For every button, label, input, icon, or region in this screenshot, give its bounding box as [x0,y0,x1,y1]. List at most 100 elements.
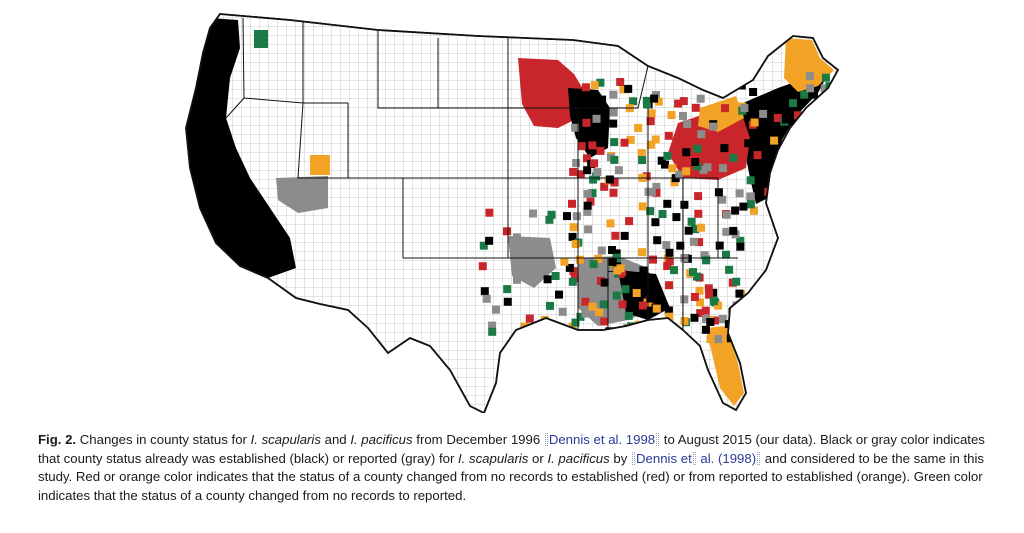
county-marker [725,265,734,274]
county-marker [582,95,591,104]
county-marker [576,312,585,321]
county-marker [746,200,755,209]
county-marker [789,117,798,126]
county-marker [572,158,581,167]
county-marker [819,162,828,171]
county-marker [691,158,700,166]
county-marker [649,255,657,264]
caption-text-2: and [320,432,351,447]
citation-link[interactable]: Dennis et al. 1998 [548,432,656,447]
county-marker [503,227,511,236]
county-marker [719,164,727,173]
county-marker [714,335,723,344]
county-marker [774,208,783,216]
caption-text-7: and considered to be the same in this st… [38,450,984,503]
county-marker [632,289,641,297]
county-marker [783,203,792,212]
county-marker [652,182,661,191]
county-marker [569,167,578,176]
county-marker [599,300,608,309]
county-marker [478,262,487,271]
county-marker [662,241,671,250]
county-marker [616,264,625,273]
county-marker [606,219,615,228]
county-marker [663,151,672,160]
county-marker [525,314,534,323]
annotation-marker [692,451,696,465]
county-marker [780,228,789,237]
county-marker [594,254,603,263]
species-name: I. pacificus [350,432,413,447]
county-marker [575,255,584,264]
annotation-marker [656,433,660,446]
county-marker [529,209,537,218]
county-marker [545,215,554,224]
county-marker [665,281,674,290]
county-marker [488,327,497,336]
us-border [185,13,840,413]
county-marker [638,301,647,310]
maine-orange-region [784,38,834,92]
county-marker [714,301,722,310]
county-marker [729,153,738,162]
county-marker [697,223,705,232]
county-marker [595,308,604,317]
county-marker [703,163,712,172]
county-marker [598,95,607,104]
county-marker [750,118,759,127]
county-marker [563,212,571,221]
county-marker [638,248,647,257]
county-marker [701,306,710,315]
county-marker [546,301,554,310]
citation-link[interactable]: al. (1998) [696,450,757,466]
county-marker [492,305,500,314]
county-marker [816,104,825,113]
county-marker [607,263,616,271]
county-marker [806,84,815,93]
northeast-established-region [743,74,828,204]
county-marker [642,96,651,105]
county-marker [658,210,667,218]
county-marker [709,122,718,131]
county-marker [555,290,563,299]
county-marker [596,78,605,87]
county-marker [581,83,590,92]
county-marker [582,130,591,139]
county-marker [680,317,689,325]
county-marker [691,225,700,234]
county-marker [705,290,714,299]
county-marker [568,232,577,241]
county-marker [569,223,578,232]
county-marker [513,233,521,242]
county-marker [609,119,618,128]
county-marker [683,120,692,129]
county-marker [634,327,643,336]
county-marker [600,182,609,191]
county-marker [670,266,678,275]
county-marker [480,287,489,296]
county-marker [616,78,625,86]
county-marker [524,328,532,337]
county-marker [680,200,689,209]
county-marker [781,115,790,124]
county-marker [736,242,745,251]
county-marker [637,149,646,158]
caption-text-5: or [528,450,548,466]
county-marker [701,325,710,334]
county-marker [503,297,512,306]
county-marker [663,262,672,270]
county-marker [709,288,718,297]
county-marker [739,202,748,211]
county-marker [664,306,673,315]
county-marker [632,332,641,341]
county-marker [608,246,616,254]
figure-caption: Fig. 2. Changes in county status for I. … [38,431,988,505]
county-marker [665,257,674,266]
county-marker [689,237,698,246]
citation-link[interactable]: Dennis et [636,450,692,466]
county-marker [577,142,586,151]
county-marker [718,195,727,204]
county-marker [717,329,726,338]
county-marker [583,201,592,210]
county-marker [609,90,618,99]
